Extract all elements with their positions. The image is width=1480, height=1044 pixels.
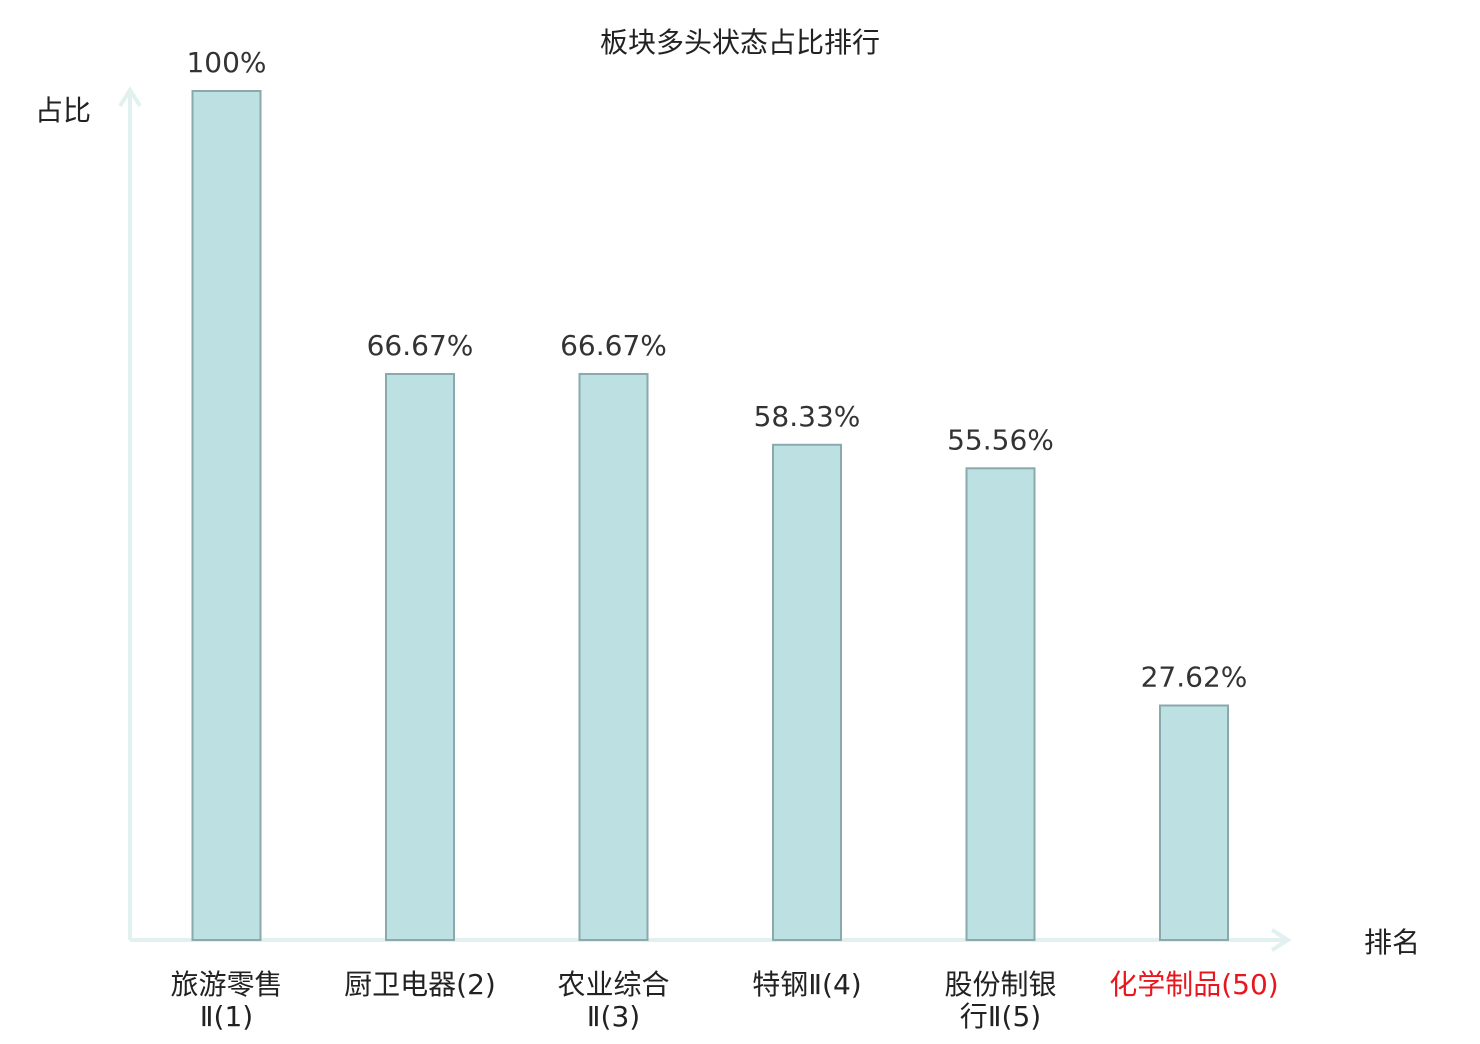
x-tick-label: 特钢Ⅱ(4) (752, 968, 861, 1001)
x-tick-label: 化学制品(50) (1109, 968, 1278, 1001)
data-label: 100% (186, 46, 266, 79)
x-tick-label: 股份制银行Ⅱ(5) (944, 968, 1056, 1033)
x-tick-label-line: Ⅱ(1) (200, 1000, 253, 1033)
data-label: 58.33% (754, 400, 861, 433)
y-axis-label: 占比 (35, 94, 91, 127)
x-tick-label-line: 化学制品(50) (1109, 968, 1278, 1001)
x-tick-label-line: 股份制银 (944, 968, 1056, 1001)
x-tick-label: 旅游零售 Ⅱ(1) (170, 968, 282, 1033)
y-axis-arrow (118, 86, 142, 108)
data-label: 66.67% (560, 329, 667, 362)
data-label: 27.62% (1141, 661, 1248, 694)
x-tick-label-line: 特钢Ⅱ(4) (752, 968, 861, 1001)
bar (1159, 704, 1229, 942)
data-label: 66.67% (367, 329, 474, 362)
x-tick-label-line: 厨卫电器(2) (344, 968, 496, 1001)
x-tick-label-line: Ⅱ(3) (587, 1000, 640, 1033)
value-labels-group: 100% 66.67% 66.67% 58.33% 55.56% 27.62% (186, 46, 1247, 694)
bars-group (191, 90, 1229, 942)
bar (191, 90, 262, 941)
x-axis-label: 排名 (1364, 926, 1420, 959)
bar (578, 372, 649, 942)
bar (385, 372, 455, 942)
x-tick-label: 厨卫电器(2) (344, 968, 496, 1001)
x-tick-label-line: 农业综合 (557, 968, 669, 1001)
x-tick-label-line: 旅游零售 (170, 968, 282, 1001)
x-tick-label-line: 行Ⅱ(5) (960, 1000, 1041, 1033)
bar (772, 443, 842, 941)
bar (965, 467, 1036, 941)
x-axis-arrow (1270, 928, 1292, 952)
data-label: 55.56% (947, 423, 1054, 456)
x-tick-label: 农业综合 Ⅱ(3) (557, 968, 669, 1033)
category-labels-group: 旅游零售 Ⅱ(1) 厨卫电器(2) 农业综合 Ⅱ(3) 特钢Ⅱ(4) 股份制银行Ⅱ(5) 化学… (170, 968, 1278, 1033)
axes (118, 86, 1292, 952)
chart-title: 板块多头状态占比排行 (600, 26, 880, 59)
